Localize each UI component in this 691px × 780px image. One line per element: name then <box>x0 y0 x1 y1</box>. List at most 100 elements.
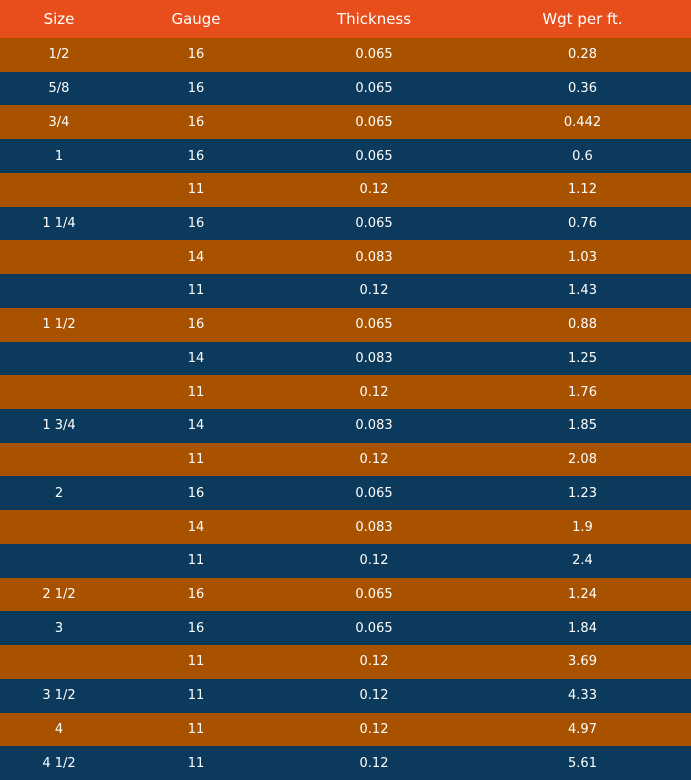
table-cell: 0.065 <box>355 81 393 97</box>
table-cell: 0.28 <box>568 47 597 63</box>
table-cell: 4.97 <box>568 721 597 737</box>
table-row: 14 0.083 1.25 <box>0 341 691 376</box>
table-cell: 11 <box>187 755 205 771</box>
table-cell: 11 <box>187 452 205 468</box>
table-cell: 0.065 <box>355 114 393 130</box>
table-row: 14 0.083 1.9 <box>0 510 691 544</box>
table-cell: 0.12 <box>359 182 389 198</box>
table-row: 11 0.12 2.08 <box>0 442 691 477</box>
table-cell: 11 <box>187 688 205 704</box>
table-cell: 0.12 <box>359 688 389 704</box>
table-cell: 2 <box>54 485 64 501</box>
table-cell: 0.12 <box>359 755 389 771</box>
table-cell: 0.12 <box>359 654 389 670</box>
table-cell: 0.12 <box>359 384 389 400</box>
table-cell: 16 <box>187 317 205 333</box>
header-row: Size Gauge Thickness Wgt per ft. <box>0 0 691 38</box>
table-cell: 4 1/2 <box>42 755 76 771</box>
table-cell: 3.69 <box>568 654 597 670</box>
table-cell: 0.083 <box>355 519 393 535</box>
table-cell: 0.083 <box>355 350 393 366</box>
table-row: 3 16 0.065 1.84 <box>0 611 691 646</box>
header-cell: Size <box>43 10 75 28</box>
table-cell: 0.76 <box>568 215 597 231</box>
table-cell: 0.12 <box>359 452 389 468</box>
table-cell: 0.065 <box>355 317 393 333</box>
table-cell: 1.85 <box>568 418 597 434</box>
table-cell: 16 <box>187 148 205 164</box>
header-cell: Wgt per ft. <box>542 10 623 28</box>
table-cell: 1 <box>54 148 64 164</box>
header-cell: Thickness <box>336 10 412 28</box>
table-row: 2 1/2 16 0.065 1.24 <box>0 577 691 612</box>
table-cell: 1.76 <box>568 384 597 400</box>
table-row: 3 1/2 11 0.12 4.33 <box>0 678 691 713</box>
table-cell: 0.12 <box>359 283 389 299</box>
table-cell: 16 <box>187 47 205 63</box>
table-cell: 3 1/2 <box>42 688 76 704</box>
table-cell: 0.88 <box>568 317 597 333</box>
table-cell: 0.065 <box>355 47 393 63</box>
table-row: 2 16 0.065 1.23 <box>0 476 691 511</box>
table-cell: 16 <box>187 81 205 97</box>
table-cell: 4.33 <box>568 688 597 704</box>
table-row: 1/2 16 0.065 0.28 <box>0 38 691 72</box>
header-cell: Gauge <box>171 10 221 28</box>
table-cell: 1 3/4 <box>42 418 76 434</box>
table-cell: 11 <box>187 721 205 737</box>
table-cell: 1.9 <box>572 519 593 535</box>
table-cell: 1 1/2 <box>42 317 76 333</box>
table-cell: 14 <box>187 418 205 434</box>
table-cell: 16 <box>187 485 205 501</box>
table-cell: 0.065 <box>355 485 393 501</box>
table-row: 1 16 0.065 0.6 <box>0 139 691 173</box>
table-cell: 14 <box>187 519 205 535</box>
table-cell: 4 <box>54 721 64 737</box>
table-cell: 0.065 <box>355 620 393 636</box>
table-cell: 11 <box>187 384 205 400</box>
table-row: 1 1/4 16 0.065 0.76 <box>0 206 691 241</box>
table-cell: 2.08 <box>568 452 597 468</box>
table-row: 1 1/2 16 0.065 0.88 <box>0 307 691 342</box>
table-cell: 16 <box>187 114 205 130</box>
table-cell: 1.12 <box>568 182 597 198</box>
table-cell: 3 <box>54 620 64 636</box>
table-cell: 2.4 <box>572 553 593 569</box>
table-cell: 0.6 <box>572 148 593 164</box>
table-cell: 16 <box>187 215 205 231</box>
table-cell: 3/4 <box>48 114 70 130</box>
table-row: 4 11 0.12 4.97 <box>0 712 691 747</box>
table-cell: 16 <box>187 620 205 636</box>
table-cell: 1.03 <box>568 249 597 265</box>
table-cell: 5/8 <box>48 81 70 97</box>
table-row: 11 0.12 2.4 <box>0 543 691 578</box>
table-cell: 14 <box>187 249 205 265</box>
table-cell: 11 <box>187 553 205 569</box>
table-row: 14 0.083 1.03 <box>0 240 691 275</box>
table-cell: 11 <box>187 283 205 299</box>
table-cell: 0.065 <box>355 586 393 602</box>
table-cell: 16 <box>187 586 205 602</box>
table-row: 1 3/4 14 0.083 1.85 <box>0 408 691 443</box>
table-cell: 0.36 <box>568 81 597 97</box>
table-cell: 0.065 <box>355 215 393 231</box>
table-cell: 11 <box>187 182 205 198</box>
table-row: 4 1/2 11 0.12 5.61 <box>0 746 691 780</box>
table-cell: 1.43 <box>568 283 597 299</box>
table-cell: 0.12 <box>359 721 389 737</box>
table-cell: 0.083 <box>355 249 393 265</box>
table-row: 11 0.12 3.69 <box>0 645 691 679</box>
table-cell: 0.12 <box>359 553 389 569</box>
table-cell: 1.23 <box>568 485 597 501</box>
table-cell: 1.24 <box>568 586 597 602</box>
table-cell: 5.61 <box>568 755 597 771</box>
table-row: 11 0.12 1.12 <box>0 172 691 207</box>
table-cell: 0.442 <box>563 114 602 130</box>
table-row: 5/8 16 0.065 0.36 <box>0 71 691 106</box>
table-row: 3/4 16 0.065 0.442 <box>0 105 691 140</box>
table-cell: 1/2 <box>48 47 70 63</box>
table-cell: 14 <box>187 350 205 366</box>
table-cell: 0.065 <box>355 148 393 164</box>
